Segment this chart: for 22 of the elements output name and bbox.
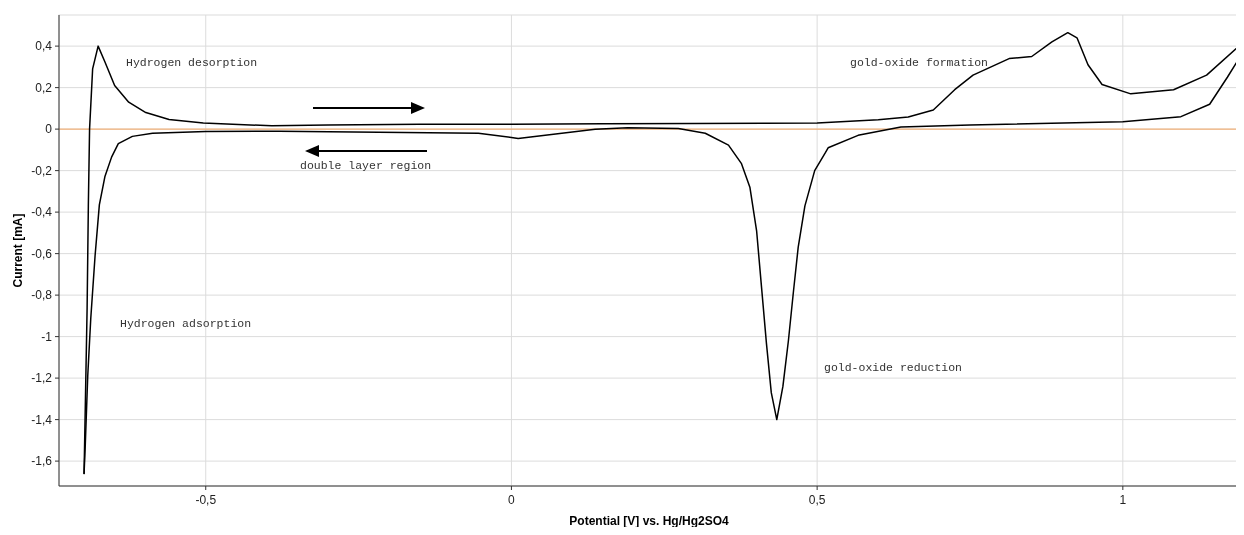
y-tick-label: -1,6	[31, 454, 53, 469]
y-tick-label: -0,6	[31, 246, 53, 261]
y-axis-title: Current [mA]	[11, 213, 26, 288]
y-tick-label: -0,4	[31, 205, 53, 220]
x-tick-label: 0	[508, 493, 516, 507]
x-tick-label: -0,5	[195, 493, 217, 507]
x-tick-label: 1	[1119, 493, 1127, 507]
y-tick-label: -1,2	[31, 371, 53, 386]
y-tick-label: -0,8	[31, 288, 53, 303]
y-tick-label: -0,2	[31, 163, 53, 178]
annotation: double layer region	[300, 159, 432, 173]
annotation: gold-oxide formation	[850, 56, 989, 70]
y-tick-label: 0,2	[35, 80, 53, 95]
annotation: gold-oxide reduction	[824, 361, 963, 375]
x-tick-label: 0,5	[808, 493, 826, 507]
x-axis-title: Potential [V] vs. Hg/Hg2SO4	[569, 514, 729, 528]
y-tick-label: -1,4	[31, 412, 53, 427]
y-tick-label: 0	[45, 122, 53, 137]
annotation: Hydrogen adsorption	[120, 317, 252, 331]
y-tick-label: -1	[41, 329, 53, 344]
annotation: Hydrogen desorption	[126, 56, 258, 70]
y-tick-label: 0,4	[35, 39, 53, 54]
